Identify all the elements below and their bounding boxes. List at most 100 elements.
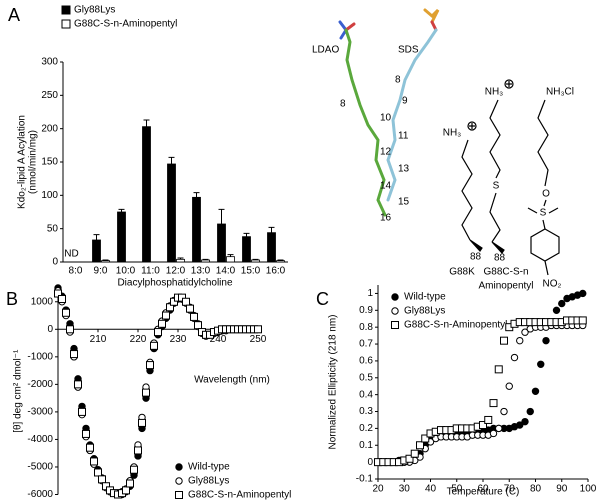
- y-tick-label: -5000: [27, 462, 53, 473]
- carbon-label: 10: [380, 113, 392, 124]
- bond: [469, 239, 483, 252]
- headgroup: [423, 8, 440, 24]
- marker: [142, 388, 150, 397]
- bar: [101, 260, 110, 263]
- x-axis-label: Diacylphosphatidylcholine: [117, 278, 233, 289]
- legend-swatch: [61, 19, 71, 29]
- legend-label: Gly88Lys: [74, 5, 115, 16]
- marker: [516, 421, 524, 429]
- marker: [537, 360, 545, 368]
- bond: [527, 199, 559, 230]
- marker: [500, 407, 508, 416]
- group-label: NH₃Cl: [546, 87, 574, 98]
- marker: [126, 479, 134, 488]
- legend-swatch: [61, 5, 71, 15]
- y-axis-label: Normalized Ellipticity (218 nm): [328, 314, 339, 449]
- charge: [504, 79, 514, 89]
- group-label: NO₂: [543, 279, 562, 290]
- ring: [530, 228, 560, 262]
- x-tick-label: 90: [556, 484, 568, 495]
- marker: [94, 468, 102, 477]
- marker: [410, 449, 419, 458]
- marker: [489, 399, 498, 408]
- bar: [242, 236, 251, 263]
- x-tick-label: 9:0: [94, 266, 108, 277]
- detergent-label: SDS: [398, 45, 419, 56]
- legend-label: Wild-type: [188, 462, 230, 473]
- y-tick-label: -3000: [27, 407, 53, 418]
- bond: [489, 192, 501, 243]
- y-tick-label: 1: [367, 288, 373, 299]
- bond: [489, 99, 501, 179]
- y-tick-label: 0.8: [359, 322, 373, 333]
- value-label: ND: [64, 249, 78, 260]
- charge: [467, 121, 477, 131]
- y-tick-label: -4000: [27, 434, 53, 445]
- y-tick-label: 300: [41, 57, 58, 68]
- legend-label: Gly88Lys: [404, 306, 445, 317]
- error-bar: [218, 208, 225, 224]
- marker: [495, 424, 503, 433]
- marker: [416, 441, 424, 450]
- marker: [516, 336, 524, 345]
- carbon-label: 8: [340, 99, 346, 110]
- marker: [510, 353, 519, 362]
- marker: [130, 465, 138, 474]
- marker: [158, 319, 166, 328]
- x-tick-label: 11:0: [141, 266, 160, 277]
- legend-label: Wild-type: [404, 292, 446, 303]
- x-tick-label: 16:0: [266, 266, 286, 277]
- marker: [74, 380, 82, 389]
- error-bar: [243, 232, 250, 237]
- linker-label: O: [542, 189, 550, 200]
- y-tick-label: 0.2: [359, 423, 373, 434]
- linker-label: S: [493, 181, 500, 192]
- linker-label: S: [540, 208, 547, 219]
- x-tick-label: 70: [504, 484, 516, 495]
- error-bar: [268, 226, 275, 233]
- marker: [194, 321, 202, 330]
- x-tick-label: 80: [530, 484, 542, 495]
- x-axis-label: Wavelength (nm): [194, 375, 270, 386]
- y-tick-label: 0.5: [359, 372, 373, 383]
- legend-marker: [175, 477, 183, 485]
- panel-label: C: [316, 289, 329, 309]
- x-tick-label: 15:0: [241, 266, 261, 277]
- legend-label: Gly88Lys: [188, 476, 229, 487]
- y-tick-label: 100: [41, 190, 58, 201]
- marker: [494, 365, 503, 374]
- group-label: NH₃: [443, 128, 462, 139]
- y-tick-label: 150: [41, 157, 58, 168]
- y-axis-label: (nmol/min/mg): [28, 130, 39, 194]
- residue-label: 88: [470, 252, 482, 263]
- detergent-label: LDAO: [312, 45, 339, 56]
- structure-name: G88C-S-n: [483, 267, 528, 278]
- marker: [579, 289, 587, 298]
- x-tick-label: 220: [130, 334, 147, 345]
- marker: [526, 407, 534, 416]
- error-bar: [277, 259, 284, 261]
- bar: [201, 259, 210, 263]
- bond: [537, 99, 549, 187]
- bar: [92, 239, 101, 263]
- structure-name: Aminopentyl: [478, 281, 533, 292]
- marker: [521, 417, 529, 426]
- legend-label: G88C-S-n-Aminopentyl: [74, 19, 177, 30]
- y-tick-label: 0.3: [359, 406, 373, 417]
- x-tick-label: 250: [250, 334, 267, 345]
- x-tick-label: 12:0: [166, 266, 186, 277]
- marker: [578, 316, 587, 325]
- marker: [479, 421, 487, 430]
- y-tick-label: 250: [41, 90, 58, 101]
- error-bar: [177, 257, 184, 260]
- y-tick-label: 50: [47, 223, 59, 234]
- error-bar: [202, 258, 209, 260]
- marker: [190, 312, 198, 321]
- legend-marker: [391, 293, 399, 301]
- marker: [489, 429, 498, 438]
- legend-marker: [391, 321, 399, 329]
- bar: [226, 256, 235, 263]
- marker: [162, 311, 170, 320]
- y-tick-label: -6000: [27, 489, 53, 500]
